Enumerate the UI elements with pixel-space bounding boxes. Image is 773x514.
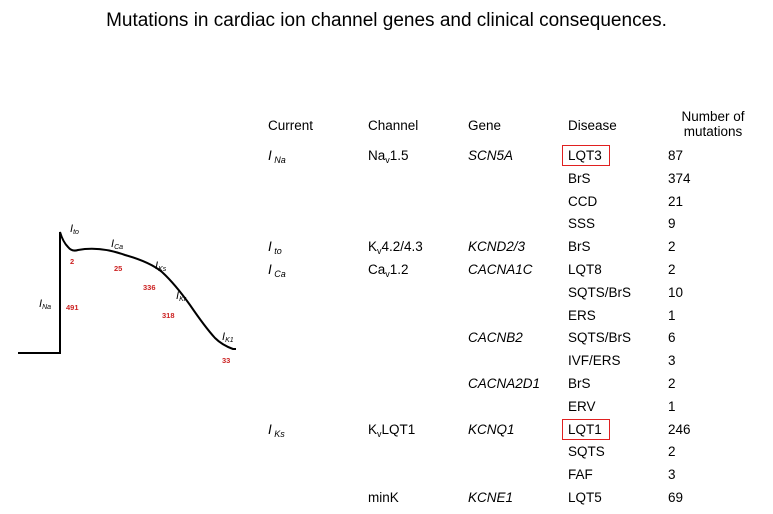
mutation-count-label: 318 xyxy=(162,311,175,320)
mutation-count-label: 25 xyxy=(114,264,122,273)
channel-cell: Cav1.2 xyxy=(368,262,409,279)
mutation-count-label: 336 xyxy=(143,283,156,292)
disease-cell: ERS xyxy=(568,307,596,323)
mutation-count: 10 xyxy=(668,284,684,300)
mutation-count: 69 xyxy=(668,490,684,505)
current-cell: I to xyxy=(268,239,282,257)
mutation-count: 2 xyxy=(668,262,676,277)
action-potential-trace xyxy=(18,231,236,354)
action-potential-diagram: Ito ICa IKs IKr INa IK1 2 25 336 318 491 33 xyxy=(18,223,236,365)
current-cell: I Na xyxy=(268,148,286,165)
current-label: ICa xyxy=(111,238,123,251)
header-channel: Channel xyxy=(368,118,419,133)
mutation-count: 3 xyxy=(668,353,676,369)
mutation-count: 2 xyxy=(668,444,676,460)
gene-cell: KCNE1 xyxy=(468,490,514,505)
disease-cell: SQTS/BrS xyxy=(568,330,632,346)
mutation-count: 2 xyxy=(668,239,676,255)
mutation-count: 3 xyxy=(668,467,676,483)
disease-cell: SQTS/BrS xyxy=(568,284,632,300)
disease-cell: LQT3 xyxy=(568,148,602,163)
disease-cell: BrS xyxy=(568,376,591,391)
channel-cell: minK xyxy=(368,490,399,505)
disease-cell: IVF/ERS xyxy=(568,353,621,369)
mutation-count: 9 xyxy=(668,216,676,232)
current-cell: I Ca xyxy=(268,262,286,279)
mutation-count: 1 xyxy=(668,307,676,323)
disease-cell: CCD xyxy=(568,193,598,209)
gene-cell: CACNB2 xyxy=(468,330,523,346)
disease-cell: LQT5 xyxy=(568,490,602,505)
mutation-count: 1 xyxy=(668,398,676,414)
disease-cell: BrS xyxy=(568,170,591,186)
mutation-count: 246 xyxy=(668,421,691,437)
disease-cell: LQT8 xyxy=(568,262,602,277)
disease-cell: SSS xyxy=(568,216,596,232)
mutation-count-label: 491 xyxy=(66,303,79,312)
header-disease: Disease xyxy=(568,118,617,133)
current-label: INa xyxy=(39,298,51,311)
header-gene: Gene xyxy=(468,118,502,133)
gene-cell: SCN5A xyxy=(468,148,514,163)
current-label: IK1 xyxy=(222,331,234,344)
disease-cell: ERV xyxy=(568,398,596,414)
gene-cell: CACNA2D1 xyxy=(468,376,541,391)
disease-cell: SQTS xyxy=(568,444,605,460)
disease-cell: BrS xyxy=(568,239,591,255)
highlight-box xyxy=(562,145,610,166)
channel-cell: Nav1.5 xyxy=(368,148,409,165)
mutation-count: 21 xyxy=(668,193,684,209)
current-label: IKr xyxy=(176,290,187,303)
channel-cell: Kv4.2/4.3 xyxy=(368,239,423,257)
channel-cell: KvLQT1 xyxy=(368,421,416,439)
mutation-count: 87 xyxy=(668,148,684,163)
gene-cell: CACNA1C xyxy=(468,262,533,277)
mutation-count: 6 xyxy=(668,330,676,346)
gene-cell: KCND2/3 xyxy=(468,239,526,255)
mutation-count-label: 33 xyxy=(222,356,230,365)
mutation-count: 2 xyxy=(668,376,676,391)
header-current: Current xyxy=(268,118,314,133)
mutation-count-label: 2 xyxy=(70,257,74,266)
figure-title: Mutations in cardiac ion channel genes a… xyxy=(106,10,667,31)
mutation-count: 374 xyxy=(668,170,691,186)
disease-cell: LQT1 xyxy=(568,421,602,437)
current-label: Ito xyxy=(70,223,79,236)
current-cell: I Ks xyxy=(268,421,285,439)
gene-cell: KCNQ1 xyxy=(468,421,515,437)
header-mutations: Number of mutations xyxy=(681,109,745,139)
current-label: IKs xyxy=(155,260,167,273)
highlight-box xyxy=(562,418,610,440)
disease-cell: FAF xyxy=(568,467,593,483)
